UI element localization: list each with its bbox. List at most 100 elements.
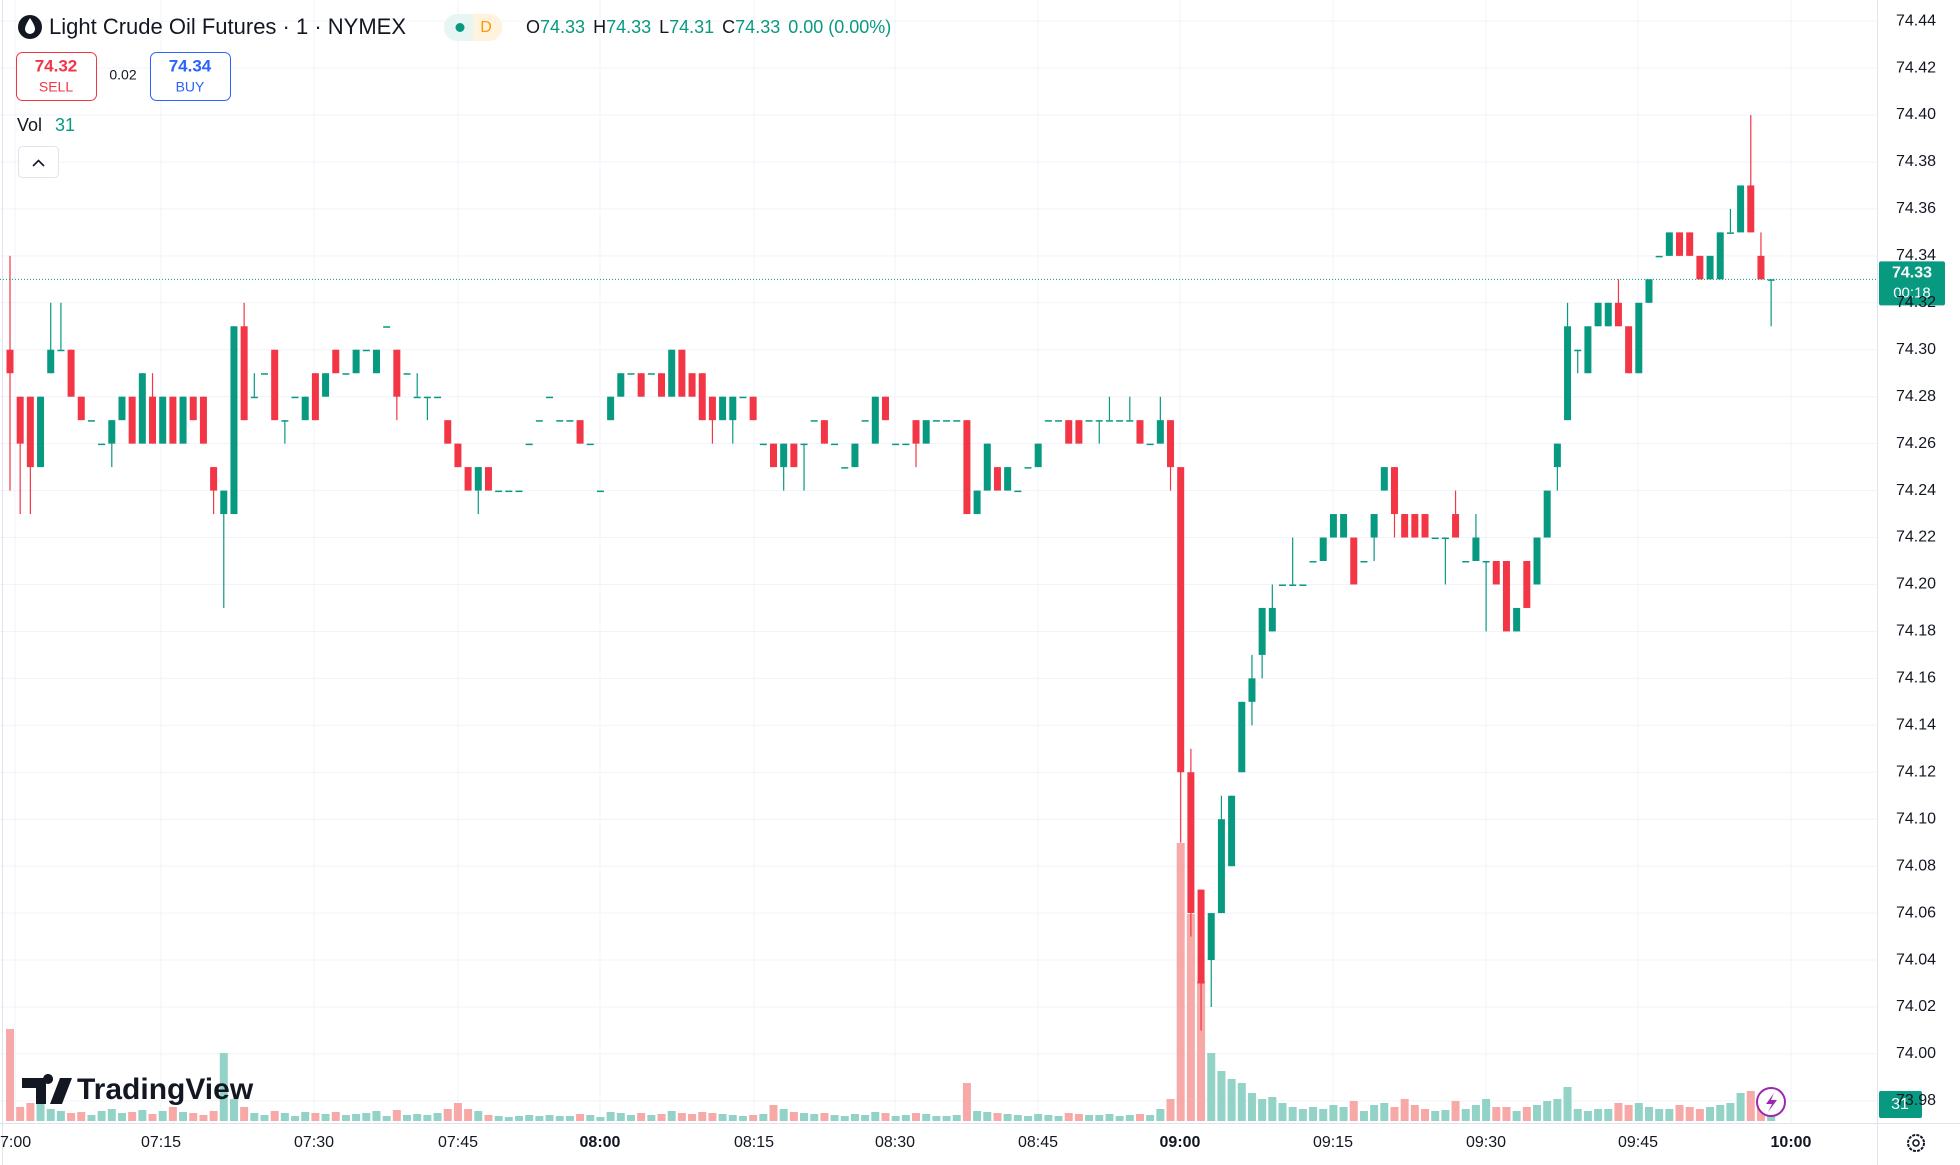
candle-body <box>1207 913 1215 961</box>
candle-body <box>953 420 961 422</box>
volume-bar <box>128 1112 137 1121</box>
volume-bar <box>535 1116 544 1121</box>
settings-icon[interactable] <box>1907 1134 1925 1152</box>
candle-body <box>1075 420 1083 444</box>
volume-bar <box>1370 1105 1379 1121</box>
volume-bar <box>1186 914 1195 1121</box>
candle-body <box>240 326 248 421</box>
candle-body <box>1716 232 1724 280</box>
candle-body <box>810 420 818 422</box>
candle-body <box>1452 514 1460 538</box>
volume-bar <box>1013 1115 1022 1121</box>
candle-body <box>1279 584 1286 586</box>
candle-body <box>169 396 177 444</box>
volume-bar <box>1604 1109 1613 1121</box>
sell-price: 74.32 <box>35 56 78 75</box>
spread: 0.02 <box>109 67 136 83</box>
candle-body <box>708 396 716 421</box>
y-tick-label: 74.32 <box>1896 294 1936 311</box>
candle-body <box>261 373 268 375</box>
candle-body <box>250 396 258 399</box>
candle-body <box>688 373 696 397</box>
candle-body <box>484 467 492 491</box>
sell-button[interactable] <box>16 52 97 101</box>
chart-title: Light Crude Oil Futures · 1 · NYMEX <box>49 14 406 39</box>
volume-bar <box>647 1115 656 1121</box>
candle-body <box>1655 255 1663 258</box>
volume-bar <box>1044 1115 1053 1121</box>
volume-bar <box>1471 1105 1480 1121</box>
ohlc-value: 74.33 <box>735 17 780 37</box>
candle-body <box>6 349 14 374</box>
ohlc-key: L <box>659 17 669 37</box>
candle-body <box>525 443 533 446</box>
timeframe-pill-half <box>473 14 503 41</box>
candle-body <box>1614 302 1622 327</box>
candle-body <box>1146 443 1154 446</box>
buy-price: 74.34 <box>169 56 212 75</box>
y-tick-label: 74.26 <box>1896 435 1936 452</box>
volume-bar <box>677 1113 686 1121</box>
candle-body <box>851 443 859 468</box>
volume-bar <box>1064 1113 1073 1121</box>
volume-bar <box>403 1115 412 1121</box>
buy-button[interactable] <box>150 52 231 101</box>
candle-body <box>1533 537 1541 585</box>
sell-label: SELL <box>39 79 73 95</box>
candle-body <box>149 396 157 444</box>
y-tick-label: 74.42 <box>1896 59 1936 76</box>
candle-body <box>1126 420 1134 422</box>
volume-bar <box>1492 1107 1501 1121</box>
volume-bar <box>158 1111 167 1121</box>
candle-body <box>515 490 523 493</box>
volume-bar <box>229 1099 238 1121</box>
volume-bar <box>1227 1079 1236 1121</box>
candle-body <box>535 420 543 422</box>
candle-body <box>1594 302 1602 327</box>
candle-body <box>770 443 777 468</box>
candle-body <box>271 349 279 421</box>
candle-body <box>1502 561 1510 632</box>
volume-bar <box>657 1114 666 1121</box>
volume-bar <box>372 1111 381 1121</box>
volume-bar <box>423 1115 432 1121</box>
volume-bar <box>545 1115 554 1121</box>
x-tick-label: 07:45 <box>438 1134 478 1151</box>
candle-body <box>87 420 95 422</box>
volume-bar <box>779 1109 788 1121</box>
y-tick-label: 74.44 <box>1896 12 1936 29</box>
settings-icon-core <box>1912 1139 1920 1147</box>
volume-bar <box>179 1112 188 1121</box>
candle-body <box>1431 537 1439 540</box>
volume-bar <box>1176 843 1185 1121</box>
candle-body <box>1625 326 1633 374</box>
volume-bar <box>1034 1114 1043 1121</box>
collapse-button[interactable] <box>18 146 59 178</box>
volume-bar <box>637 1113 646 1121</box>
volume-bar <box>596 1117 605 1121</box>
candle-body <box>658 373 666 397</box>
candle-body <box>546 396 554 399</box>
candle-body <box>678 349 686 397</box>
volume-bar <box>1716 1105 1725 1121</box>
candle-body <box>1513 607 1521 632</box>
candle-body <box>1584 326 1592 374</box>
candle-body <box>1258 607 1266 655</box>
volume-bar <box>1268 1097 1277 1121</box>
volume-bar <box>6 1029 14 1121</box>
y-tick-label: 74.00 <box>1896 1045 1936 1062</box>
volume-bar <box>209 1111 218 1121</box>
volume-bar <box>1482 1099 1491 1121</box>
volume-bar <box>850 1114 859 1121</box>
candle-body <box>983 443 991 491</box>
candle-body <box>281 420 289 422</box>
volume-badge-value: 31 <box>1891 1096 1909 1113</box>
candle-body <box>1014 490 1022 493</box>
volume-bar <box>504 1117 513 1121</box>
candle-body <box>1024 467 1032 469</box>
x-tick-label: 09:00 <box>1160 1134 1201 1151</box>
volume-bar <box>616 1113 625 1121</box>
candle-body <box>1380 467 1388 491</box>
volume-bar <box>117 1113 126 1121</box>
candle-body <box>922 420 930 444</box>
